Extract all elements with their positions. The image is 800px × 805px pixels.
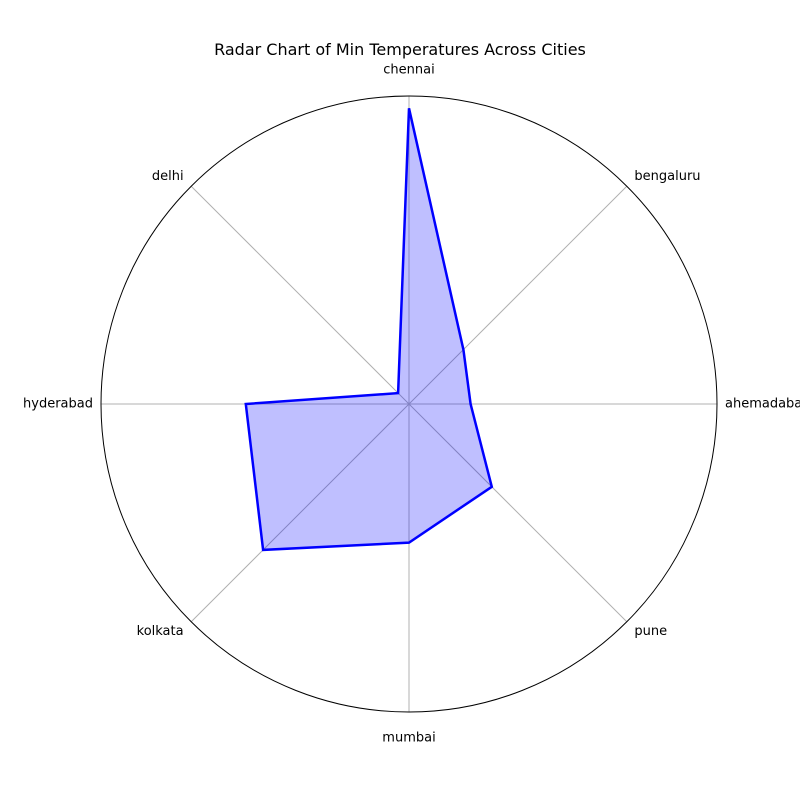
axis-label-bengaluru: bengaluru (634, 169, 700, 184)
axis-label-ahemadabad: ahemadabad (725, 397, 800, 412)
series-area-0 (246, 108, 492, 550)
axis-label-pune: pune (634, 624, 667, 639)
axis-label-delhi: delhi (152, 169, 184, 184)
axis-label-hyderabad: hyderabad (23, 397, 93, 412)
chart-title: Radar Chart of Min Temperatures Across C… (0, 40, 800, 59)
axis-label-chennai: chennai (383, 63, 434, 78)
axis-label-kolkata: kolkata (137, 624, 184, 639)
axis-label-mumbai: mumbai (382, 731, 435, 746)
grid-spoke-delhi (191, 186, 409, 404)
